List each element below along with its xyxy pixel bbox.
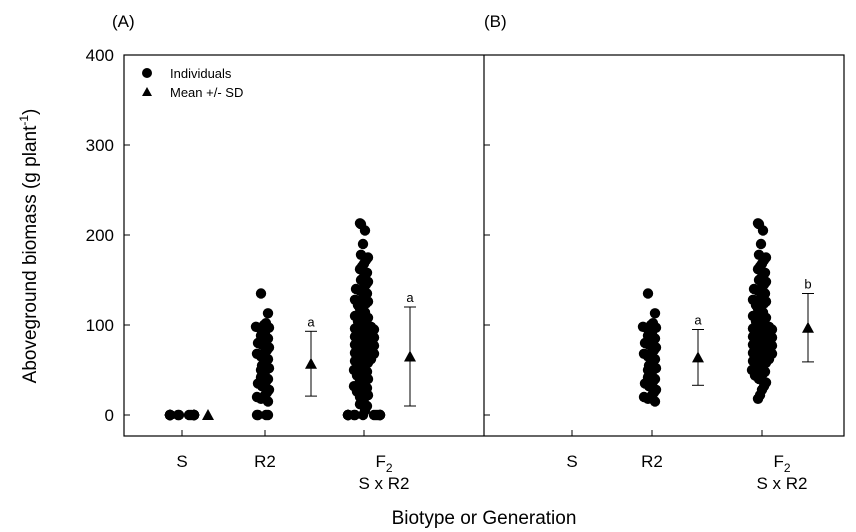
individual-point <box>255 288 267 299</box>
individual-point <box>374 409 386 421</box>
panel-label-a: (A) <box>112 12 135 31</box>
y-axis-title-sup: -1 <box>17 115 31 126</box>
y-axis-ticks: 0 100 200 300 400 <box>86 46 490 425</box>
legend-entry-mean-sd: Mean +/- SD <box>170 85 243 100</box>
individual-point <box>752 393 764 404</box>
x-axis-title: Biotype or Generation <box>392 508 577 529</box>
x-tick-sublabel-p0-2: S x R2 <box>358 474 409 493</box>
mean-marker <box>692 351 704 363</box>
panel-label-b: (B) <box>484 12 507 31</box>
individual-point <box>649 308 661 319</box>
significance-letter: a <box>406 290 414 305</box>
individual-point <box>262 308 274 319</box>
x-tick-label-p1-2: F2 <box>773 452 790 475</box>
y-tick-label-3: 300 <box>86 136 114 155</box>
individual-point <box>642 288 654 299</box>
y-axis-title: Aboveground biomass (g plant-1) <box>17 109 41 384</box>
mean-marker <box>305 357 317 369</box>
individual-point <box>251 409 263 421</box>
y-tick-label-2: 200 <box>86 226 114 245</box>
x-tick-label-p0-1: R2 <box>254 452 276 471</box>
individual-point <box>359 225 371 236</box>
individual-point <box>262 409 274 421</box>
y-tick-label-1: 100 <box>86 316 114 335</box>
individual-point <box>173 409 185 421</box>
x-tick-label-p1-1: R2 <box>641 452 663 471</box>
y-tick-label-0: 0 <box>105 406 114 425</box>
legend: Individuals Mean +/- SD <box>142 66 243 100</box>
x-tick-sublabel-p1-2: S x R2 <box>756 474 807 493</box>
legend-entry-individuals: Individuals <box>170 66 232 81</box>
x-tick-label-p0-2: F2 <box>375 452 392 475</box>
significance-letter: b <box>804 277 811 292</box>
individual-point <box>649 396 661 407</box>
x-tick-label-p0-0: S <box>176 452 187 471</box>
individual-point <box>357 238 369 250</box>
individual-point <box>262 396 274 407</box>
individual-point <box>755 238 767 250</box>
y-tick-label-4: 400 <box>86 46 114 65</box>
individual-point <box>357 409 369 421</box>
significance-letter: a <box>694 313 702 328</box>
legend-circle-marker <box>142 68 152 78</box>
x-tick-label-subscript: 2 <box>386 461 393 475</box>
individual-point <box>164 409 176 421</box>
significance-letter: a <box>307 314 315 329</box>
mean-marker <box>404 350 416 362</box>
mean-marker <box>802 321 814 333</box>
legend-triangle-marker <box>142 87 152 96</box>
individual-point <box>188 409 200 421</box>
data-marks: a a a b <box>164 218 814 421</box>
x-tick-label-subscript: 2 <box>784 461 791 475</box>
x-axis-labels: S R2 F2S x R2S R2 F2S x R2 <box>176 430 808 493</box>
mean-marker <box>202 409 214 420</box>
individual-point <box>757 225 769 236</box>
x-tick-label-p1-0: S <box>566 452 577 471</box>
individual-point <box>342 409 354 421</box>
